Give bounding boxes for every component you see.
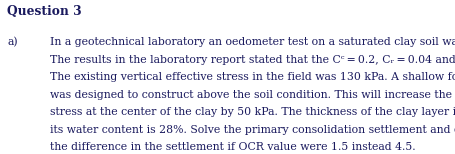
Text: a): a) bbox=[7, 37, 18, 47]
Text: was designed to construct above the soil condition. This will increase the verti: was designed to construct above the soil… bbox=[50, 90, 455, 100]
Text: The results in the laboratory report stated that the Cᶜ = 0.2, Cᵣ = 0.04 and OCR: The results in the laboratory report sta… bbox=[50, 55, 455, 65]
Text: In a geotechnical laboratory an oedometer test on a saturated clay soil was cond: In a geotechnical laboratory an oedomete… bbox=[50, 37, 455, 47]
Text: Question 3: Question 3 bbox=[7, 5, 82, 18]
Text: its water content is 28%. Solve the primary consolidation settlement and determi: its water content is 28%. Solve the prim… bbox=[50, 125, 455, 135]
Text: stress at the center of the clay by 50 kPa. The thickness of the clay layer is 2: stress at the center of the clay by 50 k… bbox=[50, 107, 455, 117]
Text: The existing vertical effective stress in the field was 130 kPa. A shallow found: The existing vertical effective stress i… bbox=[50, 72, 455, 82]
Text: the difference in the settlement if OCR value were 1.5 instead 4.5.: the difference in the settlement if OCR … bbox=[50, 142, 416, 152]
